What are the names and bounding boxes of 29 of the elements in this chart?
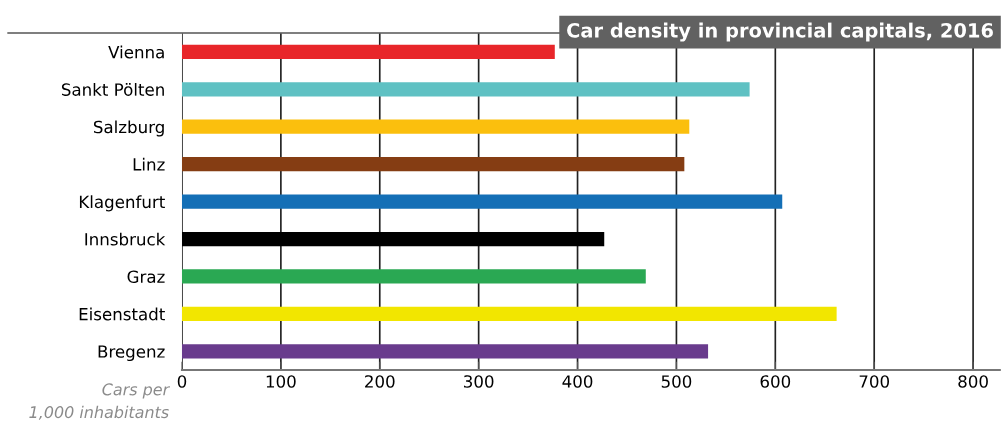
bar [181, 82, 750, 97]
bar [181, 231, 605, 247]
y-tick-label: Eisenstadt [79, 307, 165, 321]
chart-title: Car density in provincial capitals, 2016 [567, 22, 993, 42]
x-tick-label: 0 [177, 375, 187, 388]
x-tick-label: 500 [661, 375, 692, 388]
y-tick-label: Klagenfurt [79, 195, 165, 212]
y-tick-label: Bregenz [98, 345, 165, 362]
bar [181, 194, 783, 209]
y-tick-label: Innsbruck [85, 232, 166, 246]
bar [181, 44, 555, 59]
y-tick-label: Sankt Pölten [61, 82, 164, 96]
bar [181, 119, 690, 134]
x-tick-label: 800 [958, 375, 988, 388]
y-tick-label: Linz [133, 157, 165, 171]
x-tick-label: 200 [365, 375, 395, 388]
bar [181, 269, 646, 284]
bar [181, 306, 837, 321]
y-tick-label: Graz [127, 270, 165, 284]
bar [181, 344, 709, 359]
x-tick-label: 300 [464, 375, 494, 388]
y-tick-label: Salzburg [93, 120, 164, 137]
x-tick-label: 400 [562, 375, 593, 388]
x-tick-label: 100 [266, 375, 296, 388]
x-axis-title: Cars per 1,000 inhabitants [29, 383, 170, 420]
x-tick-label: 600 [760, 375, 791, 388]
x-tick-label: 700 [859, 375, 890, 388]
bar [181, 157, 685, 172]
y-tick-label: Vienna [108, 45, 164, 59]
